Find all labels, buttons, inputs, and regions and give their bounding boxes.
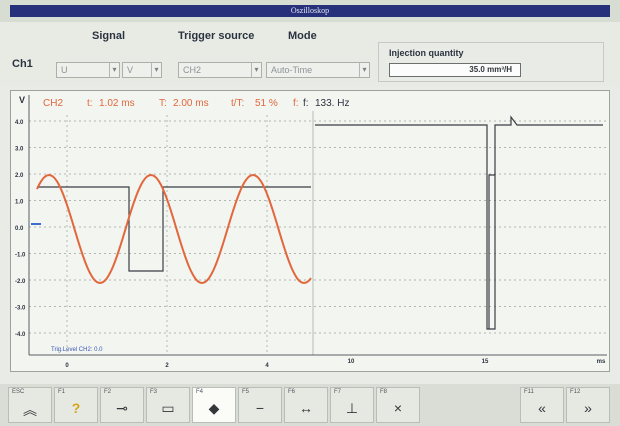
readout-t-value: 1.02 ms (99, 98, 135, 109)
y-tick-label: -4.0 (15, 332, 26, 338)
x-tick-label: 2 (165, 363, 169, 369)
readout-f-marker: f: (293, 98, 299, 109)
page-forward-icon: » (584, 400, 592, 416)
injection-quantity-label: Injection quantity (389, 48, 464, 58)
x-tick-label: 0 (65, 363, 69, 369)
y-axis-unit: V (19, 95, 25, 105)
x-tick-label: 4 (265, 363, 269, 369)
function-key-f2[interactable]: F2 ⊸ (100, 387, 144, 423)
trigger-source-select[interactable]: CH2 ▾ (178, 62, 262, 78)
injection-quantity-box: Injection quantity 35.0 mm³/H (378, 42, 604, 82)
double-up-chevron-icon: ︽ (23, 402, 37, 418)
y-tick-label: -3.0 (15, 306, 26, 312)
function-key-label: F3 (150, 389, 158, 395)
signal-unit-value: V (127, 65, 134, 75)
oscilloscope-display: V 4.0 3.0 2.0 1.0 0.0 -1.0 -2.0 -3.0 -4.0 0 2 4 10 1… (10, 90, 610, 372)
x-tick-label: 15 (482, 359, 489, 365)
readout-t-label: t: (87, 98, 93, 109)
scope-canvas: V 4.0 3.0 2.0 1.0 0.0 -1.0 -2.0 -3.0 -4.0 0 2 4 10 1… (15, 95, 607, 369)
mode-label: Mode (288, 30, 317, 42)
x-tick-labels: 0 2 4 10 15 ms (65, 359, 606, 369)
trigger-source-dropdown-icon[interactable]: ▾ (251, 63, 261, 77)
signal-unit-select[interactable]: V ▾ (122, 62, 162, 78)
trigger-level-text: Trig.Level CH2: 0.0 (51, 347, 103, 353)
y-tick-label: 3.0 (15, 147, 24, 153)
y-tick-label: 0.0 (15, 226, 24, 232)
function-key-label: F2 (104, 389, 112, 395)
ch2-trace (36, 173, 312, 284)
function-key-label: F7 (334, 389, 342, 395)
trigger-source-label: Trigger source (178, 30, 255, 42)
measurement-readout: CH2 t: 1.02 ms T: 2.00 ms t/T: 51 % f: f… (43, 98, 349, 109)
page-back-icon: « (538, 400, 546, 416)
cursor-icon: ⊸ (116, 400, 128, 416)
mode-dropdown-icon[interactable]: ▾ (359, 63, 369, 77)
injection-quantity-unit: mm³/H (487, 65, 512, 74)
function-key-f4[interactable]: F4 ◆ (192, 387, 236, 423)
injection-quantity-field: 35.0 mm³/H (389, 63, 521, 77)
y-tick-label: -2.0 (15, 279, 26, 285)
signal-dropdown-icon[interactable]: ▾ (109, 63, 119, 77)
signal-label: Signal (92, 30, 126, 42)
ch1-trace-zoomed (315, 115, 603, 330)
readout-f-value: 133. Hz (315, 98, 349, 109)
function-key-f5[interactable]: F5− (238, 387, 282, 423)
function-key-f6[interactable]: F6 ↔ (284, 387, 328, 423)
function-key-f7[interactable]: F7 ⊥ (330, 387, 374, 423)
readout-f-label: f: (303, 98, 309, 109)
function-key-f8[interactable]: F8 × (376, 387, 420, 423)
signal-select[interactable]: U ▾ (56, 62, 120, 78)
function-key-label: ESC (12, 389, 25, 395)
function-key-label: F6 (288, 389, 296, 395)
function-key-f3[interactable]: F3 ▭ (146, 387, 190, 423)
window-title: Oszilloskop (10, 5, 610, 17)
readout-tT-label: t/T: (231, 98, 244, 109)
readout-T-value: 2.00 ms (173, 98, 209, 109)
function-key-label: F4 (196, 389, 204, 395)
function-key-f12[interactable]: F12» (566, 387, 610, 423)
function-key-esc[interactable]: ESC ︽ (8, 387, 52, 423)
function-key-bar: ESC ︽ F1? F2 ⊸ F3 ▭ F4 ◆ F5− F6 ↔ F7 ⊥ F8 × F11 «F12» (0, 384, 620, 426)
signal-unit-dropdown-icon[interactable]: ▾ (151, 63, 161, 77)
scope-grid (29, 111, 607, 355)
y-tick-labels: 4.0 3.0 2.0 1.0 0.0 -1.0 -2.0 -3.0 -4.0 (15, 120, 26, 338)
ch1-trace (37, 186, 311, 272)
y-tick-label: 1.0 (15, 200, 24, 206)
injection-quantity-value: 35.0 (469, 65, 485, 74)
shrink-icon: − (255, 400, 265, 416)
readout-tT-value: 51 % (255, 98, 278, 109)
y-tick-label: 2.0 (15, 173, 24, 179)
readout-T-label: T: (159, 98, 167, 109)
readout-channel: CH2 (43, 98, 63, 109)
mode-select[interactable]: Auto-Time ▾ (266, 62, 370, 78)
expand-icon: ↔ (299, 400, 313, 416)
function-key-f1[interactable]: F1? (54, 387, 98, 423)
x-tick-label: 10 (348, 359, 355, 365)
function-key-f11[interactable]: F11 « (520, 387, 564, 423)
y-tick-label: -1.0 (15, 253, 26, 259)
measure-icon: ▭ (161, 400, 175, 416)
cross-icon: × (393, 400, 403, 416)
help-icon: ? (71, 400, 81, 416)
y-tick-label: 4.0 (15, 120, 24, 126)
title-bar: Oszilloskop (0, 0, 620, 22)
mode-value: Auto-Time (271, 65, 313, 75)
function-key-label: F5 (242, 389, 250, 395)
trigger-source-value: CH2 (183, 65, 202, 75)
scale-icon: ⊥ (345, 400, 359, 416)
function-key-label: F11 (524, 389, 534, 395)
diamond-icon: ◆ (208, 400, 220, 416)
signal-value: U (61, 65, 68, 75)
x-tick-label: ms (597, 359, 606, 365)
function-key-label: F12 (570, 389, 581, 395)
channel-label: Ch1 (12, 58, 33, 70)
function-key-label: F8 (380, 389, 388, 395)
function-key-label: F1 (58, 389, 66, 395)
